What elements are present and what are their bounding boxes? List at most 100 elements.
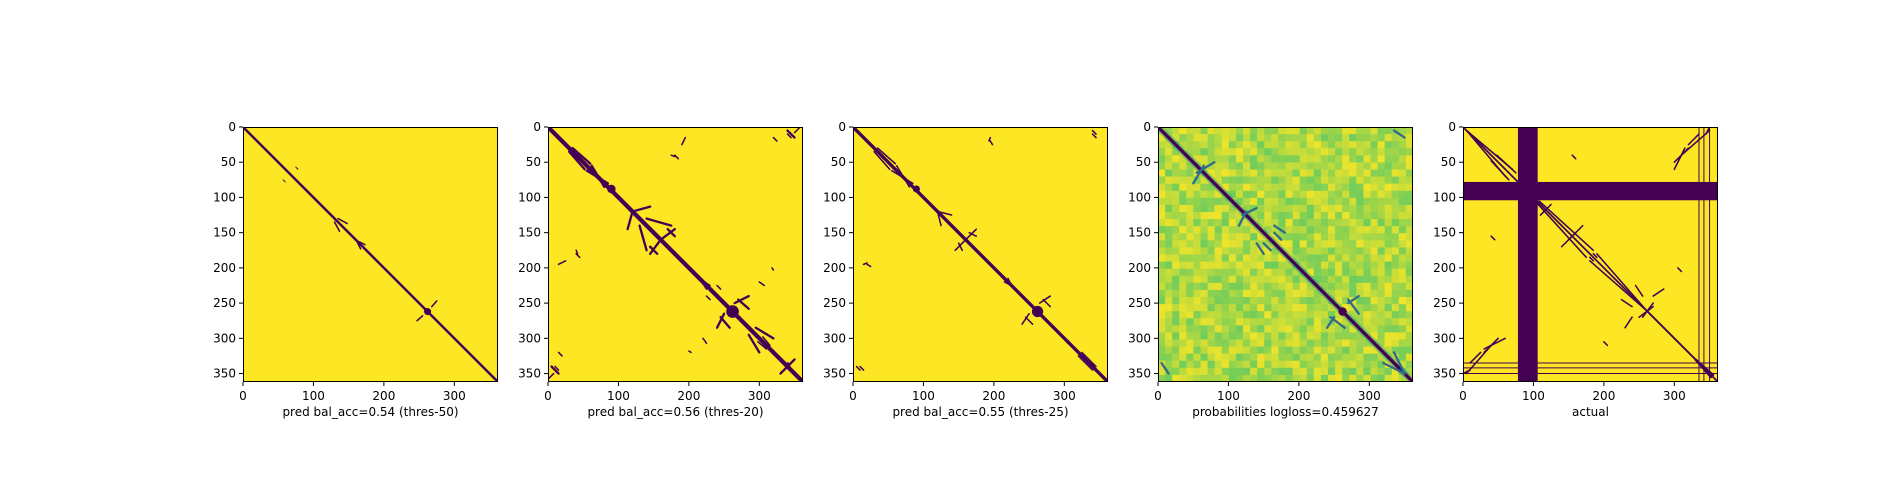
heatmap-cell <box>1356 311 1365 319</box>
heatmap-cell <box>1207 318 1216 326</box>
heatmap-cell <box>1214 134 1223 142</box>
heatmap-cell <box>1200 190 1209 199</box>
heatmap-cell <box>1342 332 1350 341</box>
heatmap-cell <box>1391 247 1400 256</box>
heatmap-cell <box>1405 233 1413 241</box>
heatmap-cell <box>1172 318 1180 326</box>
contact-segment-mirror <box>737 298 750 310</box>
y-tick-label: 50 <box>1441 155 1456 169</box>
heatmap-cell <box>1250 134 1258 142</box>
heatmap-cell <box>1179 162 1187 171</box>
heatmap-cell <box>1313 304 1322 312</box>
heatmap-cell <box>1306 162 1315 171</box>
heatmap-cell <box>1271 360 1280 369</box>
heatmap-cell <box>1193 318 1202 326</box>
heatmap-cell <box>1349 176 1357 185</box>
heatmap-cell <box>1398 304 1407 312</box>
heatmap-cell <box>1328 155 1336 164</box>
heatmap-cell <box>1221 183 1230 192</box>
heatmap-cell <box>1391 268 1400 277</box>
heatmap-cell <box>1285 332 1294 341</box>
heatmap-cell <box>1292 233 1301 241</box>
heatmap-cell <box>1264 346 1272 355</box>
heatmap-cell <box>1186 282 1195 291</box>
heatmap-cell <box>1193 127 1202 135</box>
y-tick-label: 250 <box>823 296 846 310</box>
heatmap-cell <box>1172 339 1180 348</box>
heatmap-cell <box>1335 134 1343 142</box>
contact-segment <box>1687 133 1700 146</box>
heatmap-cell <box>1391 155 1400 164</box>
heatmap-cell <box>1278 204 1287 213</box>
heatmap-cell <box>1179 360 1187 369</box>
heatmap-cell <box>1228 247 1237 256</box>
heatmap-cell <box>1228 289 1237 298</box>
heatmap-cell <box>1250 325 1258 334</box>
heatmap-cell <box>1278 176 1287 185</box>
heatmap-cell <box>1398 275 1407 284</box>
heatmap-cell <box>1299 289 1308 298</box>
heatmap-cell <box>1200 261 1209 270</box>
heatmap-cell <box>1250 162 1258 171</box>
contact-segment-mirror <box>747 333 761 354</box>
heatmap-cell <box>1193 339 1202 348</box>
heatmap-cell <box>1207 275 1216 284</box>
heatmap-cell <box>1356 155 1365 164</box>
heatmap-cell <box>1165 148 1173 156</box>
heatmap-cell <box>1405 304 1413 312</box>
heatmap-cell <box>1221 360 1230 369</box>
heatmap-cell <box>1235 226 1244 234</box>
heatmap-cell <box>1172 360 1180 369</box>
heatmap-cell <box>1179 325 1187 334</box>
y-tick-label: 50 <box>221 155 236 169</box>
heatmap-cell <box>1398 247 1407 256</box>
heatmap-cell <box>1299 134 1308 142</box>
heatmap-cell <box>1214 275 1223 284</box>
heatmap-cell <box>1179 127 1187 135</box>
contact-segment-mirror <box>779 365 789 375</box>
heatmap-cell <box>1349 332 1357 341</box>
heatmap-cell <box>1405 162 1413 171</box>
heatmap-cell <box>1186 197 1195 206</box>
heatmap-cell <box>1264 169 1272 178</box>
heatmap-cell <box>1384 261 1393 270</box>
x-axis-label: actual <box>1572 405 1609 419</box>
heatmap-cell <box>1313 297 1322 305</box>
heatmap-cell <box>1271 219 1280 227</box>
heatmap-cell <box>1342 176 1350 185</box>
heatmap-cell <box>1271 318 1280 326</box>
heatmap-cell <box>1207 226 1216 234</box>
heatmap-cell <box>1356 360 1365 369</box>
heatmap-cell <box>1257 367 1265 376</box>
x-tick-label: 300 <box>443 389 466 403</box>
y-tick-label: 0 <box>1143 120 1151 134</box>
heatmap-cell <box>1243 289 1251 298</box>
heatmap-cell <box>1278 141 1287 149</box>
heatmap-cell <box>1398 226 1407 234</box>
heatmap-cell <box>1179 134 1187 142</box>
heatmap-cell <box>1335 141 1343 149</box>
contact-segment <box>862 262 868 266</box>
heatmap-cell <box>1285 197 1294 206</box>
heatmap-cell <box>1250 353 1258 362</box>
heatmap-cell <box>1342 275 1350 284</box>
heatmap-cell <box>1257 148 1265 156</box>
heatmap-panel-3: 0 100 200 300 0 50 100 150 200 250 300 350 pred bal_… <box>823 120 1108 419</box>
heatmap-cell <box>1370 169 1379 178</box>
heatmap-cell <box>1257 282 1265 291</box>
heatmap-cell <box>1363 339 1372 348</box>
heatmap-cell <box>1328 332 1336 341</box>
heatmap-cell <box>1349 268 1357 277</box>
heatmap-cell <box>1228 162 1237 171</box>
heatmap-cell <box>1172 233 1180 241</box>
heatmap-cell <box>1342 127 1350 135</box>
heatmap-cell <box>1179 190 1187 199</box>
contact-segment <box>705 295 711 301</box>
heatmap-cell <box>1250 261 1258 270</box>
heatmap-cell <box>1384 297 1393 305</box>
contact-segment-mirror <box>1673 147 1686 171</box>
heatmap-cell <box>1320 254 1329 263</box>
heatmap-cell <box>1398 204 1407 213</box>
heatmap-cell <box>1243 134 1251 142</box>
heatmap-cell <box>1278 212 1287 220</box>
